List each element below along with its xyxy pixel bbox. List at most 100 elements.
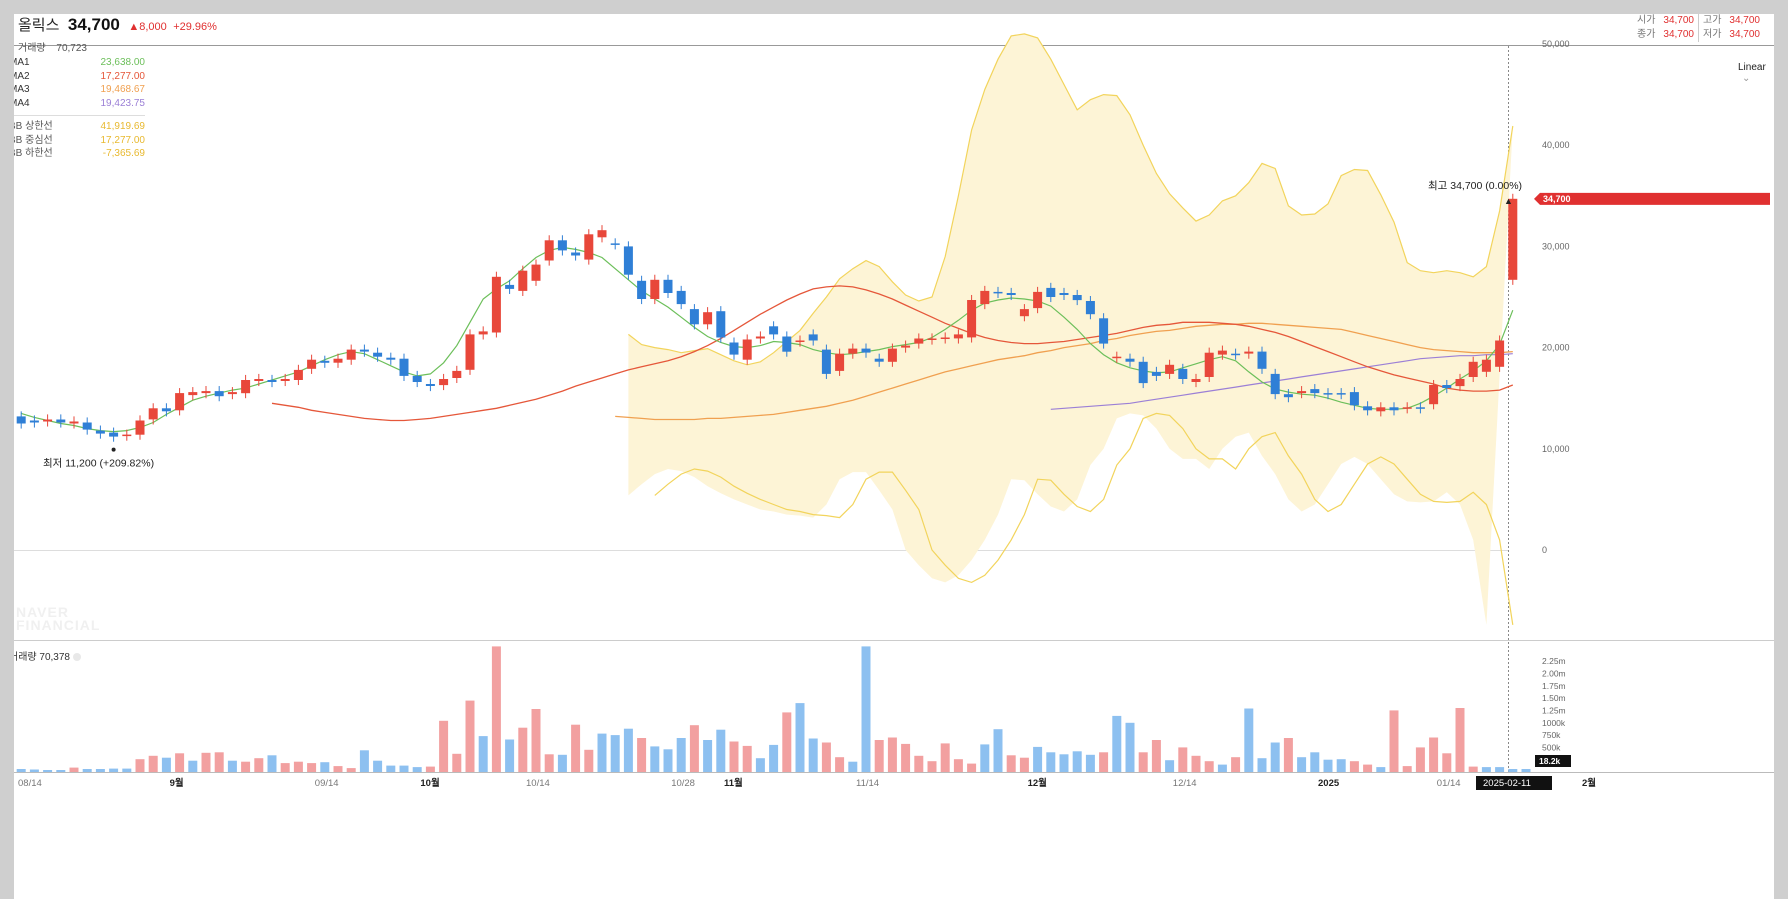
high-annotation: 최고 34,700 (0.00%) — [1428, 180, 1522, 192]
candle-body — [346, 349, 356, 360]
candle-body — [307, 359, 317, 369]
candle-body — [861, 348, 871, 353]
volume-bar — [557, 754, 567, 772]
candle-body — [544, 240, 554, 261]
volume-tick-label: 1.50m — [1542, 693, 1566, 703]
legend-value: 19,423.75 — [100, 98, 146, 110]
date-tag-bg — [1476, 776, 1552, 790]
volume-bar — [1072, 751, 1082, 772]
candle-body — [901, 345, 911, 348]
candle-body — [821, 349, 831, 374]
legend-bb-middle[interactable]: BB 중심선 17,277.00 — [14, 134, 145, 148]
volume-bar — [1310, 752, 1320, 772]
open-label: 시가 — [1637, 15, 1656, 26]
volume-tick-label: 2.25m — [1542, 656, 1566, 666]
volume-bar — [914, 755, 924, 773]
ohlc-panel: 시가 34,700 고가 34,700 종가 34,700 저가 34,700 — [1633, 14, 1764, 42]
volume-settings-icon[interactable] — [72, 653, 81, 662]
legend-ma2[interactable]: MA2 17,277.00 — [14, 70, 145, 84]
x-tick-label: 2025 — [1318, 778, 1340, 789]
volume-bar — [465, 700, 475, 772]
volume-bar — [1376, 767, 1386, 772]
candle-body — [1429, 385, 1439, 405]
candle-body — [782, 336, 792, 352]
stock-header: 올릭스 34,700 ▲8,000 +29.96% 거래량 70,723 — [18, 14, 217, 54]
volume-bar — [399, 765, 409, 772]
volume-bar — [874, 740, 884, 772]
volume-bar — [808, 738, 818, 772]
x-tick-label: 11월 — [724, 777, 743, 789]
volume-bar — [175, 753, 185, 772]
volume-bar — [452, 753, 462, 772]
volume-label: 거래량 — [18, 43, 46, 54]
legend-ma4[interactable]: MA4 19,423.75 — [14, 97, 145, 111]
candle-body — [1046, 287, 1056, 297]
volume-bar — [1204, 761, 1214, 772]
stock-name: 올릭스 — [18, 17, 60, 34]
candle-body — [795, 340, 805, 342]
volume-tag-label: 18.2k — [1539, 756, 1561, 766]
volume-bar — [927, 761, 937, 772]
volume-bar — [29, 769, 39, 772]
volume-bar — [373, 760, 383, 772]
volume-bar — [1481, 767, 1491, 772]
volume-bar — [1468, 766, 1478, 772]
candle-body — [69, 421, 79, 424]
volume-bar — [333, 766, 343, 772]
high-label: 고가 — [1698, 14, 1726, 28]
candle-body — [452, 370, 462, 378]
candle-body — [412, 375, 422, 382]
volume-bar — [109, 768, 119, 772]
volume-bar — [135, 759, 145, 772]
volume-bar — [188, 760, 198, 772]
candle-body — [135, 420, 145, 435]
volume-title-text: 거래량 70,378 — [14, 652, 70, 663]
x-tick-label: 9월 — [170, 777, 184, 789]
candle-body — [1138, 361, 1148, 384]
candle-body — [637, 280, 647, 299]
close-label: 종가 — [1637, 29, 1656, 40]
legend-ma3[interactable]: MA3 19,468.67 — [14, 83, 145, 97]
legend-bb-lower[interactable]: BB 하한선 -7,365.69 — [14, 147, 145, 161]
candle-body — [1495, 340, 1505, 367]
candle-body — [267, 380, 277, 382]
volume-bar — [610, 735, 620, 772]
volume-bar — [1455, 708, 1465, 772]
volume-bar — [835, 757, 845, 772]
candle-body — [1099, 318, 1109, 344]
volume-bar — [861, 646, 871, 772]
volume-bar — [293, 761, 303, 772]
volume-bar — [848, 761, 858, 772]
volume-bar — [821, 742, 831, 772]
low-marker-dot — [111, 447, 116, 452]
volume-bar — [1363, 764, 1373, 772]
candle-body — [531, 264, 541, 281]
candle-body — [1349, 392, 1359, 406]
candle-body — [1033, 291, 1043, 309]
price-tag-bg — [1534, 192, 1770, 205]
price-change-pct: +29.96% — [173, 21, 217, 33]
volume-tick-label: 2.00m — [1542, 669, 1566, 679]
candle-body — [1297, 391, 1307, 394]
legend-value: -7,365.69 — [102, 148, 145, 160]
candle-body — [1019, 309, 1029, 317]
x-tick-label: 10월 — [420, 777, 439, 789]
candle-body — [29, 420, 39, 423]
candle-body — [1283, 394, 1293, 398]
candle-body — [491, 276, 501, 333]
legend-value: 17,277.00 — [100, 134, 146, 146]
volume-bar — [597, 733, 607, 772]
legend-ma1[interactable]: MA1 23,638.00 — [14, 56, 145, 70]
volume-bar — [716, 729, 726, 772]
volume-bar — [795, 703, 805, 772]
scale-mode-dropdown[interactable]: Linear ⌄ — [1738, 62, 1774, 84]
candle-body — [425, 384, 435, 386]
volume-bar — [1112, 715, 1122, 772]
candle-body — [518, 270, 528, 291]
volume-bar — [703, 740, 713, 772]
legend-bb-upper[interactable]: BB 상한선 41,919.69 — [14, 120, 145, 134]
volume-bar — [1019, 757, 1029, 772]
volume-bar — [1125, 722, 1135, 772]
candle-body — [43, 419, 53, 422]
candle-body — [1402, 407, 1412, 409]
